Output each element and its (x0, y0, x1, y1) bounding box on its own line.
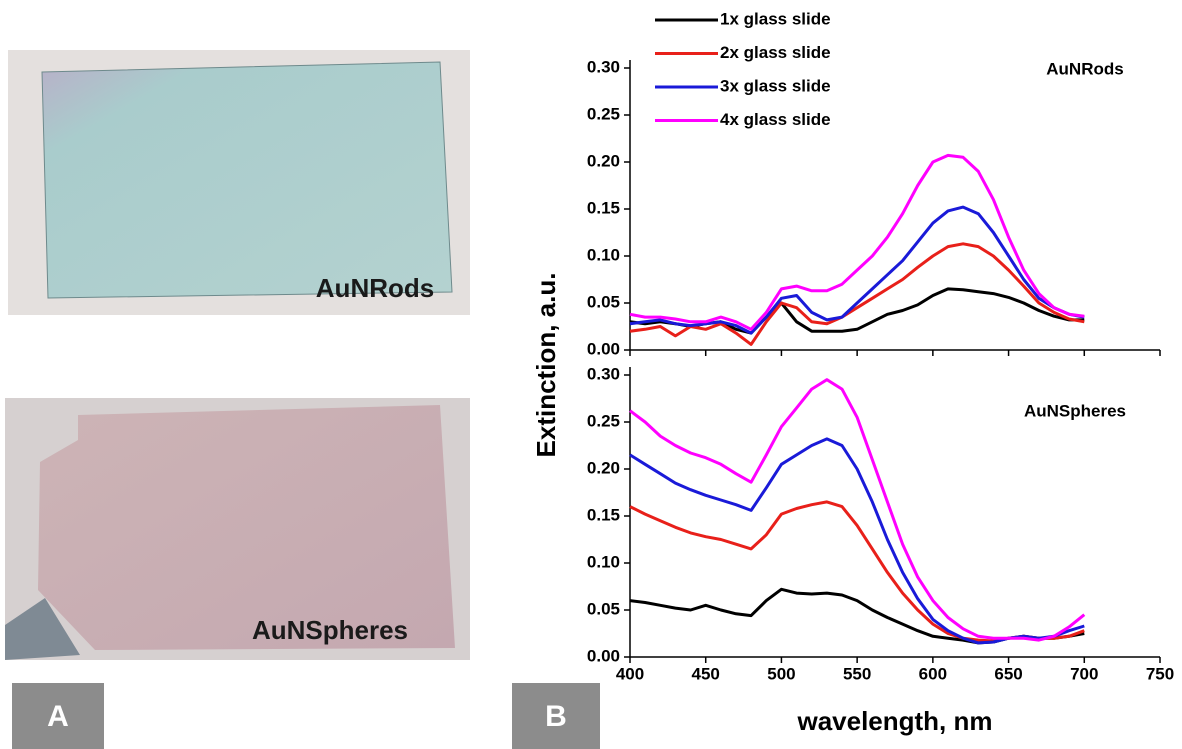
x-tick-label: 650 (994, 664, 1022, 683)
x-tick-label: 500 (767, 664, 795, 683)
series-line (630, 502, 1084, 641)
y-tick-label: 0.15 (587, 505, 620, 524)
photo-label: AuNRods (316, 273, 434, 303)
x-tick-label: 600 (919, 664, 947, 683)
y-tick-label: 0.30 (587, 364, 620, 383)
annotation: AuNRods (1046, 59, 1123, 78)
x-tick-label: 450 (692, 664, 720, 683)
legend-label: 1x glass slide (720, 9, 831, 28)
panel-label: B (545, 700, 567, 733)
y-tick-label: 0.20 (587, 458, 620, 477)
legend-label: 2x glass slide (720, 43, 831, 62)
x-tick-label: 750 (1146, 664, 1174, 683)
photo-label: AuNSpheres (252, 615, 408, 645)
y-tick-label: 0.10 (587, 245, 620, 264)
figure: AuNRods AuNSpheres A B Extinction, a.u. … (0, 0, 1182, 749)
y-tick-label: 0.20 (587, 151, 620, 170)
panel-label: A (47, 700, 69, 733)
x-axis-label: wavelength, nm (796, 706, 992, 736)
y-tick-label: 0.00 (587, 339, 620, 358)
y-axis-label: Extinction, a.u. (531, 273, 561, 458)
y-tick-label: 0.05 (587, 599, 620, 618)
legend-label: 4x glass slide (720, 110, 831, 129)
y-tick-label: 0.05 (587, 292, 620, 311)
legend-label: 3x glass slide (720, 76, 831, 95)
annotation: AuNSpheres (1024, 401, 1126, 420)
x-tick-label: 550 (843, 664, 871, 683)
x-tick-label: 700 (1070, 664, 1098, 683)
y-tick-label: 0.00 (587, 646, 620, 665)
y-tick-label: 0.15 (587, 198, 620, 217)
y-tick-label: 0.10 (587, 552, 620, 571)
series-line (630, 439, 1084, 643)
x-tick-label: 400 (616, 664, 644, 683)
photo-spheres: AuNSpheres (5, 398, 470, 660)
y-tick-label: 0.30 (587, 57, 620, 76)
series-line (630, 589, 1084, 643)
y-tick-label: 0.25 (587, 411, 620, 430)
y-tick-label: 0.25 (587, 104, 620, 123)
photo-rods: AuNRods (8, 50, 470, 315)
